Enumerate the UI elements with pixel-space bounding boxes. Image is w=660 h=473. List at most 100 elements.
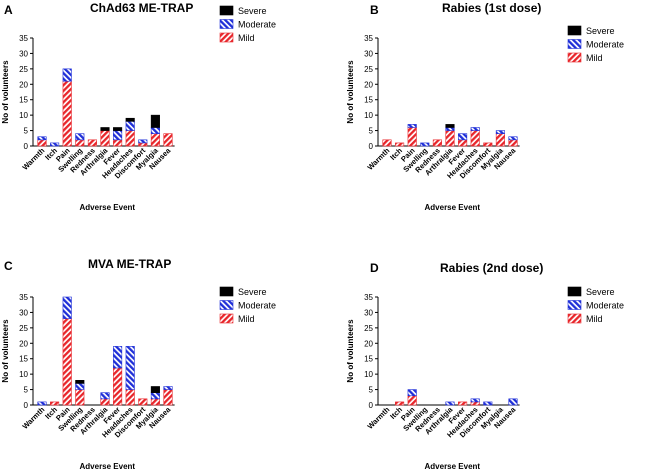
bar-moderate — [150, 127, 160, 134]
bar-mild — [445, 130, 455, 147]
x-axis-label: Adverse Event — [425, 462, 481, 471]
panel-letter: D — [370, 261, 379, 275]
bar-mild — [495, 133, 505, 147]
bar-moderate — [445, 401, 455, 406]
bar-moderate — [62, 68, 72, 82]
y-tick-label: 0 — [24, 401, 29, 410]
bar-severe — [75, 380, 85, 384]
y-tick-label: 35 — [19, 293, 28, 302]
bar-mild — [395, 142, 405, 147]
bar-mild — [470, 401, 480, 406]
y-tick-label: 0 — [24, 142, 29, 151]
y-tick-label: 15 — [364, 355, 373, 364]
bar-mild — [50, 401, 60, 406]
legend: Severe Moderate Mild — [567, 286, 624, 324]
bar-moderate — [483, 401, 493, 406]
legend-swatch-mild — [567, 52, 582, 63]
x-axis-label: Adverse Event — [80, 203, 136, 212]
legend-swatch-mild — [567, 313, 582, 324]
bar-moderate — [495, 130, 505, 134]
bar-mild — [432, 139, 442, 147]
bar-mild — [508, 139, 518, 147]
legend-swatch-severe — [219, 286, 234, 297]
y-tick-label: 35 — [364, 34, 373, 43]
y-tick-label: 0 — [369, 401, 374, 410]
y-tick-label: 10 — [364, 111, 373, 120]
legend-label-severe: Severe — [586, 287, 615, 297]
panel-c: C MVA ME-TRAP 0 5 10 15 20 25 30 35 No of voluntee… — [1, 257, 276, 471]
bar-mild — [163, 133, 173, 147]
y-axis-label: No of volunteers — [1, 60, 10, 124]
legend-label-moderate: Moderate — [586, 301, 624, 311]
y-tick-label: 15 — [19, 96, 28, 105]
legend-label-moderate: Moderate — [586, 40, 624, 50]
legend-label-severe: Severe — [586, 26, 615, 36]
bar-mild — [382, 139, 392, 147]
bar-mild — [62, 318, 72, 406]
bar-moderate — [407, 389, 417, 397]
panel-letter: A — [4, 3, 13, 17]
y-tick-label: 35 — [19, 34, 28, 43]
bar-moderate — [470, 398, 480, 403]
y-tick-label: 10 — [19, 370, 28, 379]
legend: Severe Moderate Mild — [567, 25, 624, 63]
bar-mild — [163, 389, 173, 406]
y-tick-label: 0 — [369, 142, 374, 151]
bar-mild — [87, 139, 97, 147]
bar-severe — [150, 114, 160, 128]
bar-mild — [458, 401, 468, 406]
x-axis-label: Adverse Event — [80, 462, 136, 471]
y-tick-label: 25 — [364, 324, 373, 333]
legend-swatch-severe — [567, 25, 582, 36]
chart-title: ChAd63 ME-TRAP — [90, 1, 193, 15]
y-tick-label: 10 — [364, 370, 373, 379]
y-tick-label: 15 — [364, 96, 373, 105]
bar-severe — [100, 127, 110, 131]
bar-moderate — [508, 136, 518, 141]
bar-mild — [100, 130, 110, 147]
y-tick-label: 30 — [19, 49, 28, 58]
bar-moderate — [62, 296, 72, 319]
bar-severe — [113, 127, 123, 131]
y-axis-label: No of volunteers — [346, 60, 355, 124]
y-tick-label: 20 — [364, 80, 373, 89]
bar-mild — [62, 80, 72, 147]
bar-moderate — [75, 383, 85, 390]
legend-swatch-mild — [219, 313, 234, 324]
y-tick-label: 10 — [19, 111, 28, 120]
legend-swatch-moderate — [219, 19, 234, 29]
y-tick-label: 25 — [364, 65, 373, 74]
bar-mild — [138, 398, 148, 406]
bar-moderate — [125, 346, 135, 390]
bar-mild — [150, 398, 160, 406]
legend-label-mild: Mild — [238, 314, 255, 324]
y-tick-label: 20 — [19, 80, 28, 89]
legend-swatch-severe — [567, 286, 582, 297]
bar-mild — [37, 139, 47, 147]
legend-label-mild: Mild — [586, 53, 603, 63]
bar-mild — [150, 133, 160, 147]
bar-severe — [125, 117, 135, 122]
y-tick-label: 20 — [19, 339, 28, 348]
bar-moderate — [407, 124, 417, 128]
y-axis-label: No of volunteers — [1, 319, 10, 383]
bar-moderate — [37, 401, 47, 406]
bar-moderate — [113, 130, 123, 141]
panel-a: A ChAd63 ME-TRAP 0 5 10 15 20 25 30 35 No of volun… — [1, 1, 276, 212]
bar-moderate — [125, 121, 135, 131]
bar-mild — [75, 139, 85, 147]
bar-mild — [483, 142, 493, 147]
panel-letter: C — [4, 259, 13, 273]
bar-mild — [100, 398, 110, 406]
bar-moderate — [458, 133, 468, 141]
legend-swatch-severe — [219, 5, 234, 16]
bar-moderate — [75, 133, 85, 141]
legend-swatch-moderate — [567, 39, 582, 49]
y-tick-label: 5 — [369, 127, 374, 136]
y-tick-label: 35 — [364, 293, 373, 302]
bar-moderate — [445, 127, 455, 131]
y-tick-label: 30 — [19, 308, 28, 317]
legend-label-severe: Severe — [238, 287, 267, 297]
legend-label-mild: Mild — [238, 33, 255, 43]
